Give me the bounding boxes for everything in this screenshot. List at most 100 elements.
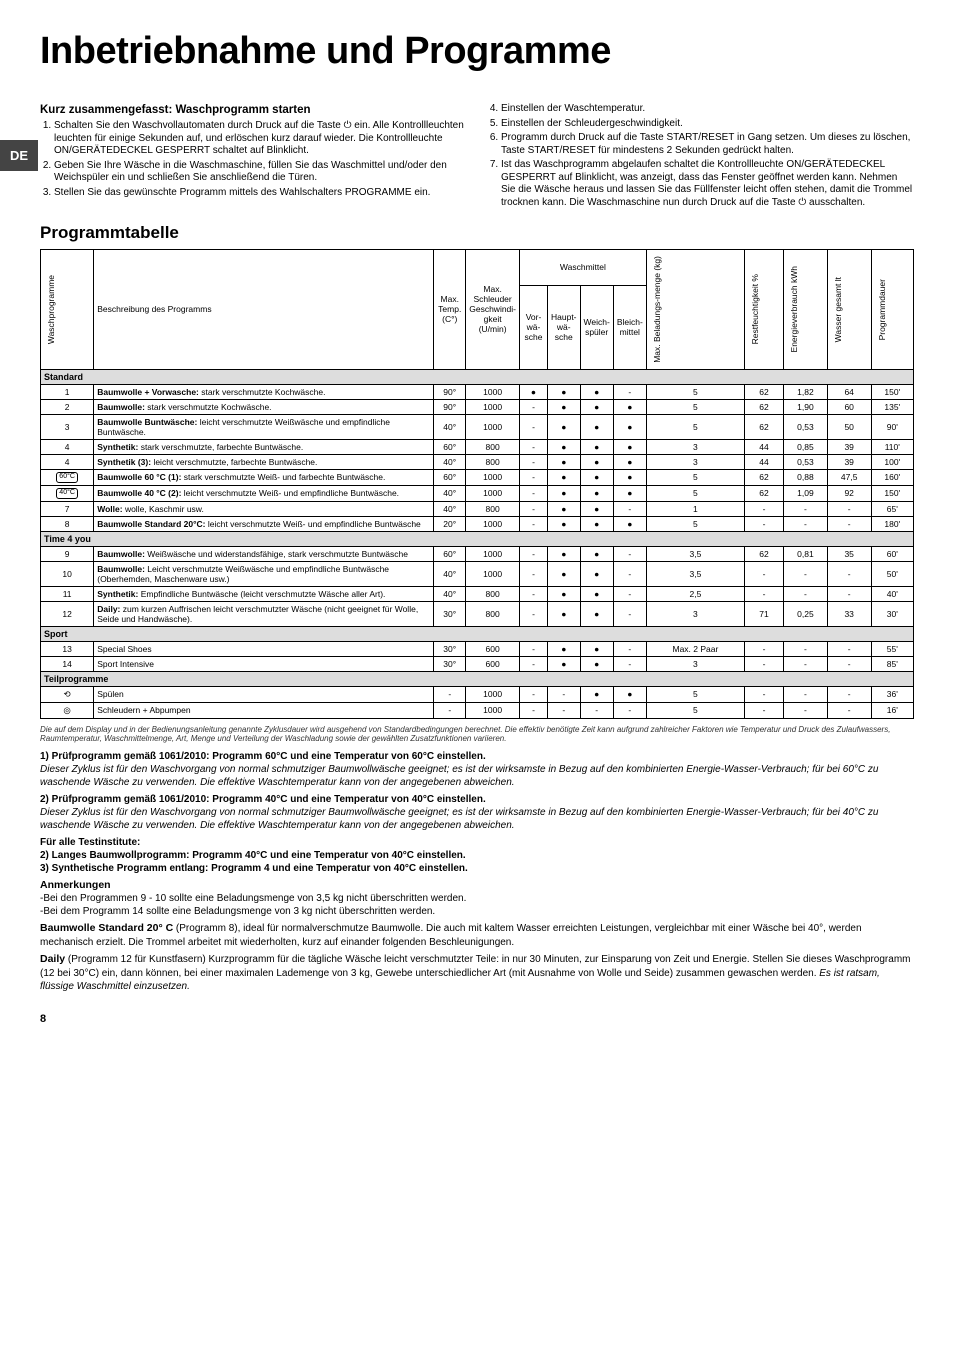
table-row: 60°CBaumwolle 60 °C (1): stark verschmut… [41,469,914,485]
table-row: 8Baumwolle Standard 20°C: leicht verschm… [41,516,914,531]
table-cell: - [520,561,548,586]
table-cell: - [520,469,548,485]
table-cell: 40° [434,501,466,516]
table-cell: - [784,656,828,671]
table-cell: 92 [827,485,871,501]
table-cell: 35 [827,546,871,561]
table-cell: - [827,516,871,531]
table-cell: 800 [466,601,520,626]
prog-num: 8 [41,516,94,531]
table-cell: 40° [434,561,466,586]
table-cell: 16' [871,702,913,718]
table-cell: 30° [434,641,466,656]
table-cell: 20° [434,516,466,531]
prog-num: ⟲ [41,686,94,702]
table-cell: - [745,561,784,586]
table-cell: ● [548,399,581,414]
table-cell: 5 [646,399,744,414]
daily-text: (Programm 12 für Kunstfasern) Kurzprogra… [40,954,911,979]
test-line-3: 3) Synthetische Programm entlang: Progra… [40,863,468,874]
table-cell: - [580,702,613,718]
table-cell: 5 [646,384,744,399]
group-header: Standard [41,369,914,384]
table-cell: 600 [466,656,520,671]
table-row: 40°CBaumwolle 40 °C (2): leicht verschmu… [41,485,914,501]
table-cell: - [613,601,646,626]
table-cell: ● [580,656,613,671]
test-line-2: 2) Langes Baumwollprogramm: Programm 40°… [40,850,466,861]
table-cell: - [745,656,784,671]
table-cell: 62 [745,469,784,485]
table-cell: 1000 [466,485,520,501]
table-row: 9Baumwolle: Weißwäsche und widerstandsfä… [41,546,914,561]
table-footnote: Die auf dem Display und in der Bedienung… [40,725,914,744]
table-cell: 60° [434,439,466,454]
table-cell: - [520,601,548,626]
table-cell: ● [580,384,613,399]
table-cell: 1000 [466,546,520,561]
prog-desc: Synthetik (3): leicht verschmutzte, farb… [94,454,434,469]
table-cell: - [434,702,466,718]
prog-desc: Daily: zum kurzen Auffrischen leicht ver… [94,601,434,626]
table-cell: 90° [434,384,466,399]
table-cell: ● [580,501,613,516]
baumwolle-head: Baumwolle Standard 20° C [40,922,173,934]
group-header: Sport [41,626,914,641]
prog-desc: Special Shoes [94,641,434,656]
table-cell: 40° [434,454,466,469]
col-prog: Waschprogramme [44,271,58,348]
table-cell: 3,5 [646,546,744,561]
table-cell: 44 [745,454,784,469]
prog-num: 12 [41,601,94,626]
prog-num: 9 [41,546,94,561]
table-row: ⟲Spülen-1000--●●5---36' [41,686,914,702]
table-cell: ● [580,641,613,656]
table-cell: - [745,586,784,601]
table-cell: - [827,656,871,671]
col-waschmittel: Waschmittel [520,250,647,286]
table-cell: ● [613,454,646,469]
table-cell: - [745,641,784,656]
table-cell: - [520,414,548,439]
table-cell: 3 [646,601,744,626]
table-cell: 1000 [466,516,520,531]
table-cell: ● [580,414,613,439]
table-cell: - [548,702,581,718]
group-header: Teilprogramme [41,671,914,686]
table-cell: - [520,656,548,671]
table-cell: - [613,641,646,656]
table-cell: ● [548,561,581,586]
col-speed: Max. Schleuder Geschwindi-gkeit (U/min) [466,250,520,370]
test2-head: 2) Prüfprogramm gemäß 1061/2010: Program… [40,794,486,805]
prog-desc: Spülen [94,686,434,702]
col-wasser: Wasser gesamt lt [831,273,845,346]
table-cell: 150' [871,384,913,399]
table-cell: 60° [434,546,466,561]
daily-head: Daily [40,953,65,965]
table-cell: ● [580,485,613,501]
table-cell: ● [548,601,581,626]
remark-2: -Bei dem Programm 14 sollte eine Beladun… [40,906,435,917]
col-hauptwasche: Haupt-wä-sche [548,285,581,369]
table-cell: - [548,686,581,702]
table-cell: 180' [871,516,913,531]
table-cell: ● [580,686,613,702]
table-cell: - [520,641,548,656]
table-cell: 39 [827,439,871,454]
table-cell: - [520,702,548,718]
table-cell: - [784,561,828,586]
col-desc: Beschreibung des Programms [94,250,434,370]
table-cell: 60 [827,399,871,414]
quickstart-list-left: Schalten Sie den Waschvollautomaten durc… [40,120,467,199]
table-cell: ● [548,454,581,469]
table-cell: 1000 [466,561,520,586]
table-cell: - [827,501,871,516]
table-row: 2Baumwolle: stark verschmutzte Kochwäsch… [41,399,914,414]
prog-num: 40°C [41,485,94,501]
table-cell: ● [548,586,581,601]
col-weichspuler: Weich-spüler [580,285,613,369]
table-cell: 160' [871,469,913,485]
table-cell: - [520,686,548,702]
table-cell: - [520,485,548,501]
prog-desc: Wolle: wolle, Kaschmir usw. [94,501,434,516]
